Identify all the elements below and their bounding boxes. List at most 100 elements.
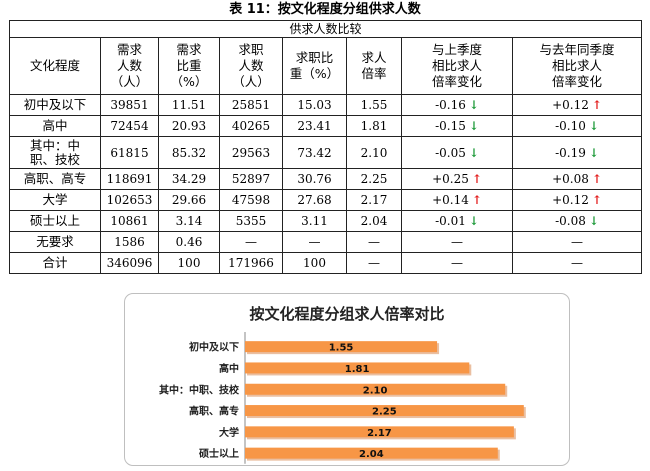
table-row: 硕士以上 10861 3.14 5355 3.11 2.04 -0.01 ↓ -0.08 ↓ [9, 210, 643, 232]
cell-education: 高职、高专 [9, 168, 101, 190]
cell-seeker-count: — [219, 231, 283, 253]
cell-value: 20.93 [171, 119, 207, 133]
arrow-down-icon: ↓ [588, 145, 599, 160]
cell-seeker-count: 5355 [219, 210, 283, 232]
cell-value: 3.11 [301, 214, 328, 228]
cell-value: 23.41 [297, 119, 332, 133]
cell-ratio: — [346, 252, 402, 274]
arrow-up-icon: ↑ [471, 172, 482, 186]
cell-demand-count: 72454 [100, 115, 159, 137]
cell-value: — [451, 235, 463, 249]
cell-value: 27.68 [297, 193, 332, 207]
cell-value: — [245, 235, 257, 249]
cell-demand-count: 39851 [100, 94, 159, 116]
cell-value: 2.04 [360, 214, 388, 228]
table-row: 高中 72454 20.93 40265 23.41 1.81 -0.15 ↓ -0.10 ↓ [9, 115, 643, 137]
category-label: 大学 [219, 426, 239, 439]
arrow-down-icon: ↓ [588, 214, 599, 228]
cell-change-quarter: -0.01 ↓ [401, 210, 513, 232]
cell-change-quarter: +0.25 ↑ [401, 168, 513, 190]
cell-demand-share: 29.66 [158, 189, 220, 211]
cell-change-quarter: — [401, 231, 513, 253]
cell-value: 85.32 [171, 145, 207, 160]
cell-value: +0.25 [432, 172, 469, 186]
cell-demand-share: 34.29 [158, 168, 220, 190]
cell-ratio: 2.04 [346, 210, 402, 232]
chart-title: 按文化程度分组求人倍率对比 [249, 305, 444, 323]
cell-value: 102653 [106, 193, 153, 207]
cell-demand-share: 3.14 [158, 210, 220, 232]
cell-demand-count: 102653 [100, 189, 159, 211]
cell-value: 39851 [110, 98, 149, 112]
cell-seeker-count: 171966 [219, 252, 283, 274]
bar [245, 447, 498, 459]
cell-value: 47598 [231, 193, 271, 207]
cell-change-year: — [511, 252, 643, 274]
cell-value: 1.55 [360, 98, 388, 112]
cell-education: 初中及以下 [9, 94, 101, 116]
cell-change-quarter: — [401, 252, 513, 274]
cell-value: — [571, 256, 583, 270]
cell-seeker-share: 3.11 [282, 210, 347, 232]
cell-demand-share: 20.93 [158, 115, 220, 137]
cell-value: -0.01 [435, 214, 466, 228]
cell-value: -0.05 [435, 145, 466, 160]
table-row: 其中：中 职、技校 61815 85.32 29563 73.42 2.10 -0.05 ↓ -0… [9, 136, 643, 169]
cell-demand-count: 10861 [100, 210, 159, 232]
cell-value: — [571, 235, 583, 249]
category-label: 高职、高专 [189, 405, 239, 418]
cell-education: 硕士以上 [9, 210, 101, 232]
cell-education: 大学 [9, 189, 101, 211]
cell-demand-count: 346096 [100, 252, 159, 274]
cell-seeker-share: 30.76 [282, 168, 347, 190]
category-label: 其中：中职、技校 [159, 383, 240, 396]
cell-seeker-count: 40265 [219, 115, 283, 137]
header-demand-share: 需求 比重 （%） [158, 37, 220, 95]
data-label: 1.81 [345, 364, 370, 375]
cell-ratio: 1.55 [346, 94, 402, 116]
bar [245, 405, 524, 417]
cell-demand-count: 1586 [100, 231, 159, 253]
ratio-chart: 按文化程度分组求人倍率对比 1.55 初中及以下 1.81 高中 2.10 其中：中职、技校… [124, 293, 570, 466]
cell-change-quarter: +0.14 ↑ [401, 189, 513, 211]
cell-demand-count: 61815 [100, 136, 159, 169]
cell-value: 30.76 [297, 172, 332, 186]
header-ratio: 求人 倍率 [346, 37, 402, 95]
cell-value: 72454 [110, 119, 149, 133]
header-seeker-share: 求职比 重（%） [282, 37, 347, 95]
cell-value: 29.66 [171, 193, 207, 207]
table-row: 初中及以下 39851 11.51 25851 15.03 1.55 -0.16 ↓ +0.12… [9, 94, 643, 116]
cell-seeker-share: — [282, 231, 347, 253]
cell-ratio: 2.10 [346, 136, 402, 169]
cell-change-year: -0.10 ↓ [511, 115, 643, 137]
cell-value: 10861 [110, 214, 149, 228]
data-label: 1.55 [329, 343, 354, 354]
arrow-down-icon: ↓ [588, 119, 599, 133]
cell-seeker-count: 29563 [219, 136, 283, 169]
cell-demand-count: 118691 [100, 168, 159, 190]
cell-value: -0.19 [555, 145, 586, 160]
arrow-down-icon: ↓ [468, 98, 479, 112]
cell-education: 高中 [9, 115, 101, 137]
cell-value: 100 [177, 256, 201, 270]
cell-value: 11.51 [171, 98, 207, 112]
data-label: 2.10 [363, 385, 388, 396]
cell-seeker-share: 27.68 [282, 189, 347, 211]
cell-education: 无要求 [9, 231, 101, 253]
data-label: 2.25 [372, 407, 397, 418]
header-change-year: 与去年同季度 相比求人 倍率变化 [511, 37, 643, 95]
header-education: 文化程度 [9, 37, 101, 95]
arrow-down-icon: ↓ [468, 119, 479, 133]
header-seeker-count: 求职 人数 （人） [219, 37, 283, 95]
arrow-up-icon: ↑ [591, 172, 602, 186]
bar [245, 341, 438, 353]
arrow-down-icon: ↓ [468, 145, 479, 160]
category-label: 硕士以上 [199, 447, 239, 460]
cell-value: 2.17 [360, 193, 388, 207]
supply-demand-table: 供求人数比较 文化程度 需求 人数 （人） 需求 比重 （%） 求职 人数 （人） 求职比 重（%）求… [8, 20, 643, 274]
super-header: 供求人数比较 [8, 20, 643, 38]
header-change-quarter: 与上季度 相比求人 倍率变化 [401, 37, 513, 95]
cell-change-year: -0.19 ↓ [511, 136, 643, 169]
cell-demand-share: 11.51 [158, 94, 220, 116]
cell-value: 3.14 [175, 214, 203, 228]
